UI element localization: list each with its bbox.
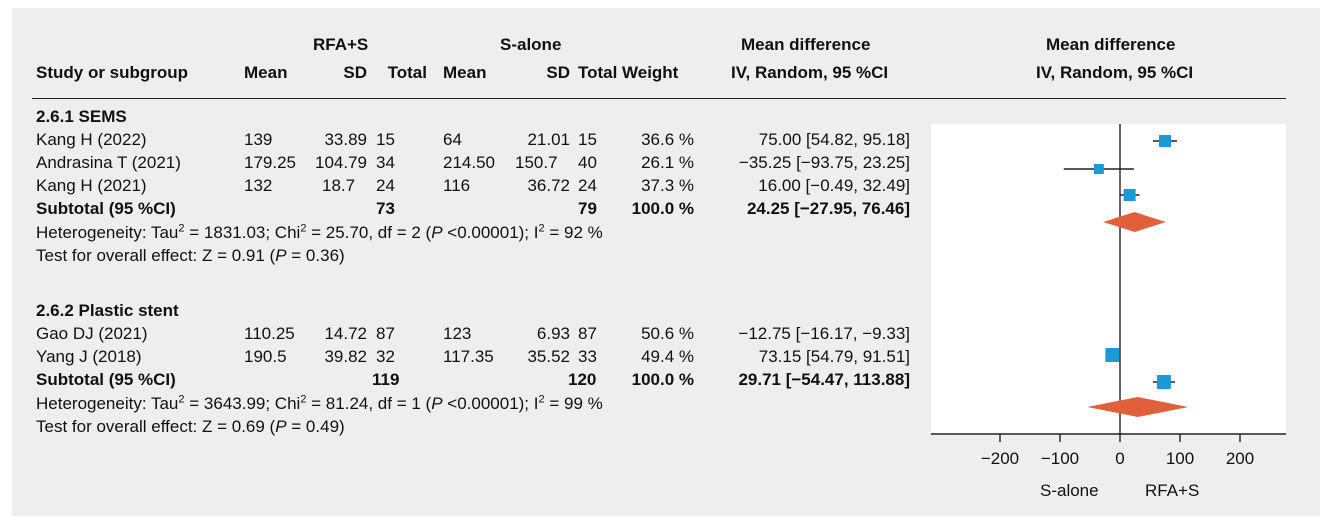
mean-s: 64 — [443, 130, 462, 149]
header-group-rfa: RFA+S — [313, 35, 369, 54]
header-weight: Weight — [622, 63, 679, 82]
sd-rfa: 18.7 — [322, 176, 356, 195]
x-axis-tick-label: −100 — [1041, 449, 1079, 468]
sd-rfa: 39.82 — [324, 347, 367, 366]
mean-rfa: 132 — [244, 176, 273, 195]
header-study: Study or subgroup — [36, 63, 189, 82]
sd-rfa: 104.79 — [315, 153, 367, 172]
subtotal-diamond — [1103, 212, 1166, 232]
header-ci-table: IV, Random, 95 %CI — [731, 63, 889, 82]
subtotal-total-s: 79 — [578, 199, 597, 218]
subtotal-mean-difference: 29.71 [−54.47, 113.88] — [738, 370, 910, 389]
study-name: Yang J (2018) — [36, 347, 142, 366]
sd-s: 6.93 — [536, 324, 570, 343]
mean-s: 116 — [443, 176, 471, 195]
header-total-rfa: Total — [387, 63, 427, 82]
sd-s: 35.52 — [527, 347, 570, 366]
total-s: 33 — [578, 347, 597, 366]
study-name: Kang H (2021) — [36, 176, 147, 195]
mean-difference: 75.00 [54.82, 95.18] — [758, 130, 910, 149]
weight: 49.4 % — [641, 347, 694, 366]
study-name: Gao DJ (2021) — [36, 324, 148, 343]
weight: 50.6 % — [641, 324, 694, 343]
sd-rfa: 14.72 — [324, 324, 367, 343]
total-rfa: 34 — [376, 153, 395, 172]
total-s: 87 — [578, 324, 597, 343]
point-estimate-square — [1123, 189, 1136, 201]
subtotal-total-s: 120 — [568, 370, 597, 389]
header-mean-rfa: Mean — [244, 63, 288, 82]
weight: 26.1 % — [641, 153, 694, 172]
total-rfa: 15 — [376, 130, 395, 149]
subtotal-total-rfa: 119 — [372, 370, 400, 389]
sd-rfa: 33.89 — [324, 130, 367, 149]
mean-rfa: 179.25 — [244, 153, 296, 172]
weight: 36.6 % — [641, 130, 694, 149]
header-sd-s: SD — [546, 63, 570, 82]
header-total-s: Total — [578, 63, 618, 82]
mean-difference: 16.00 [−0.49, 32.49] — [758, 176, 910, 195]
sd-s: 150.7 — [515, 153, 558, 172]
overall-effect-test: Test for overall effect: Z = 0.91 (P = 0… — [36, 246, 345, 265]
subtotal-label: Subtotal (95 %CI) — [36, 199, 176, 218]
mean-rfa: 139 — [244, 130, 273, 149]
x-axis-tick-label: −200 — [981, 449, 1019, 468]
subtotal-weight: 100.0 % — [631, 370, 694, 389]
study-name: Kang H (2022) — [36, 130, 147, 149]
mean-difference: −12.75 [−16.17, −9.33] — [738, 324, 910, 343]
point-estimate-square — [1159, 135, 1171, 147]
total-s: 24 — [578, 176, 597, 195]
header-group-s: S-alone — [500, 35, 562, 54]
mean-s: 214.50 — [443, 153, 495, 172]
mean-s: 117.35 — [443, 347, 494, 366]
header-sd-rfa: SD — [343, 63, 367, 82]
subgroup-title: 2.6.1 SEMS — [36, 107, 127, 126]
header-ci-plot: IV, Random, 95 %CI — [1036, 63, 1194, 82]
mean-difference: 73.15 [54.79, 91.51] — [758, 347, 910, 366]
subgroup-title: 2.6.2 Plastic stent — [36, 301, 179, 320]
plot-panel — [931, 124, 1286, 434]
header-mean-s: Mean — [443, 63, 487, 82]
heterogeneity-stats: Heterogeneity: Tau2 = 3643.99; Chi2 = 81… — [36, 393, 603, 413]
point-estimate-square — [1156, 375, 1171, 389]
subtotal-label: Subtotal (95 %CI) — [36, 370, 176, 389]
sd-s: 36.72 — [527, 176, 570, 195]
mean-rfa: 190.5 — [244, 347, 287, 366]
mean-s: 123 — [443, 324, 472, 343]
subtotal-weight: 100.0 % — [631, 199, 694, 218]
header-mean-difference-plot: Mean difference — [1046, 35, 1176, 54]
header-rule — [32, 98, 1286, 99]
subtotal-total-rfa: 73 — [376, 199, 395, 218]
x-axis-tick-label: 200 — [1226, 449, 1254, 468]
heterogeneity-stats: Heterogeneity: Tau2 = 1831.03; Chi2 = 25… — [36, 222, 603, 242]
study-name: Andrasina T (2021) — [36, 153, 181, 172]
total-s: 15 — [578, 130, 597, 149]
x-axis-tick-label: 100 — [1166, 449, 1194, 468]
total-rfa: 24 — [376, 176, 395, 195]
weight: 37.3 % — [641, 176, 694, 195]
mean-rfa: 110.25 — [244, 324, 295, 343]
mean-difference: −35.25 [−93.75, 23.25] — [738, 153, 910, 172]
total-rfa: 32 — [376, 347, 395, 366]
axis-right-label: RFA+S — [1145, 481, 1200, 500]
x-axis-tick-label: 0 — [1115, 449, 1124, 468]
sd-s: 21.01 — [527, 130, 570, 149]
point-estimate-square — [1093, 164, 1104, 174]
overall-effect-test: Test for overall effect: Z = 0.69 (P = 0… — [36, 417, 345, 436]
subtotal-diamond — [1087, 397, 1189, 417]
point-estimate-square — [1105, 348, 1120, 362]
axis-left-label: S-alone — [1040, 481, 1099, 500]
subtotal-mean-difference: 24.25 [−27.95, 76.46] — [746, 199, 910, 218]
total-rfa: 87 — [376, 324, 395, 343]
total-s: 40 — [578, 153, 597, 172]
header-mean-difference-table: Mean difference — [741, 35, 871, 54]
